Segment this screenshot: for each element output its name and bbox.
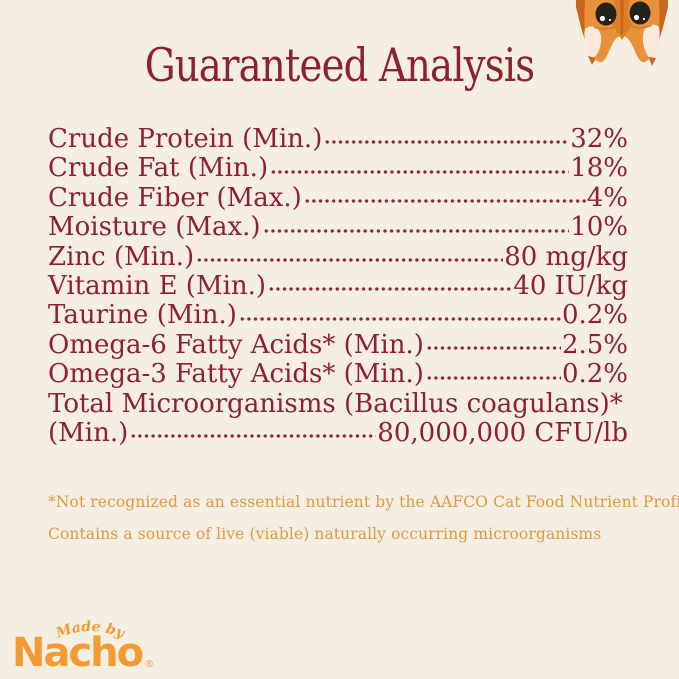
dot-leader (268, 286, 513, 293)
trademark-icon: ® (144, 659, 155, 670)
row-value: 18% (570, 153, 628, 184)
row-label: Omega-6 Fatty Acids* (Min.) (48, 329, 424, 360)
analysis-row: Crude Fat (Min.) 18% (48, 153, 628, 184)
row-label: Omega-3 Fatty Acids* (Min.) (48, 359, 424, 390)
row-label: Crude Fiber (Max.) (48, 182, 302, 213)
dot-leader (238, 315, 561, 322)
row-label: (Min.) (48, 417, 129, 448)
analysis-row: Omega-6 Fatty Acids* (Min.) 2.5% (48, 329, 628, 360)
analysis-row: Crude Protein (Min.) 32% (48, 124, 628, 154)
row-value: 4% (586, 182, 628, 213)
analysis-row: Vitamin E (Min.) 40 IU/kg (48, 270, 628, 301)
dot-leader (130, 433, 377, 440)
logo-tagline: Made by (53, 619, 127, 642)
analysis-row: Zinc (Min.) 80 mg/kg (48, 241, 628, 272)
row-value: 0.2% (561, 359, 628, 390)
row-label: Taurine (Min.) (48, 300, 237, 331)
analysis-row: (Min.) 80,000,000 CFU/lb (48, 417, 628, 448)
dot-leader (196, 256, 504, 263)
dot-leader (270, 168, 570, 175)
analysis-row: Taurine (Min.) 0.2% (48, 300, 628, 331)
row-value: 40 IU/kg (513, 270, 628, 301)
row-label: Vitamin E (Min.) (48, 270, 267, 301)
brand-logo: Made by Nacho ® (12, 615, 182, 677)
row-value: 2.5% (561, 329, 628, 360)
row-value: 32% (570, 124, 628, 154)
row-value: 80,000,000 CFU/lb (377, 417, 628, 448)
row-value: 10% (570, 212, 628, 243)
row-label: Crude Protein (Min.) (48, 124, 323, 154)
dot-leader (425, 374, 561, 381)
row-value: 0.2% (561, 300, 628, 331)
row-value: 80 mg/kg (504, 241, 628, 272)
page-title: Guaranteed Analysis (144, 38, 535, 92)
analysis-list: Crude Protein (Min.) 32% Crude Fat (Min.… (48, 124, 628, 448)
footnote-line-2: Contains a source of live (viable) natur… (48, 525, 602, 543)
logo-tagline-arc: Made by (53, 619, 127, 642)
row-label: Moisture (Max.) (48, 212, 261, 243)
logo-brand: Nacho (12, 630, 144, 676)
dot-leader (324, 139, 570, 146)
analysis-row: Crude Fiber (Max.) 4% (48, 182, 628, 213)
analysis-row: Moisture (Max.) 10% (48, 212, 628, 243)
svg-text:Made by: Made by (53, 619, 127, 642)
dot-leader (425, 345, 561, 352)
row-label: Total Microorganisms (Bacillus coagulans… (48, 388, 623, 419)
row-label: Zinc (Min.) (48, 241, 195, 272)
dot-leader (303, 198, 586, 205)
logo-brand-row: Nacho ® (12, 633, 154, 673)
cat-peeking-icon (576, 0, 668, 66)
analysis-row: Total Microorganisms (Bacillus coagulans… (48, 388, 628, 419)
footnote-line-1: *Not recognized as an essential nutrient… (48, 493, 679, 511)
footnote: *Not recognized as an essential nutrient… (48, 486, 679, 550)
analysis-row: Omega-3 Fatty Acids* (Min.) 0.2% (48, 359, 628, 390)
row-label: Crude Fat (Min.) (48, 153, 269, 184)
dot-leader (262, 227, 570, 234)
